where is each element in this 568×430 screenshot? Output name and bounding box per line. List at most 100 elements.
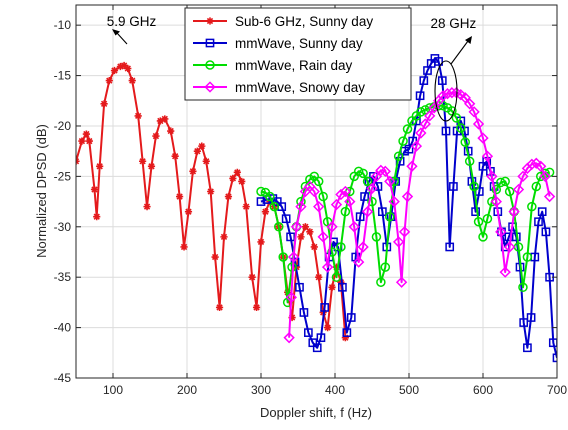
y-axis-label: Normalized DPSD (dB) [34, 124, 49, 258]
data-point [105, 77, 113, 85]
data-point [330, 198, 343, 211]
data-point [310, 243, 318, 251]
data-point [395, 276, 408, 288]
data-point [344, 195, 356, 208]
x-tick-label: 100 [103, 383, 123, 397]
data-point [380, 262, 391, 272]
data-point [156, 117, 164, 125]
data-point [336, 242, 346, 252]
data-point [522, 252, 533, 262]
data-point [198, 142, 206, 150]
data-point [477, 132, 489, 144]
data-point [278, 252, 288, 262]
data-point [398, 226, 411, 238]
data-point [376, 277, 386, 287]
data-point [320, 303, 329, 312]
data-point [207, 187, 215, 196]
data-point [527, 201, 537, 212]
x-tick-label: 200 [177, 383, 197, 397]
data-point [392, 236, 405, 248]
data-point [478, 232, 488, 242]
data-point [464, 98, 476, 110]
data-point [152, 132, 160, 140]
data-point [523, 343, 532, 353]
ticks: 100 200 300 400 500 600 700 -45 -40 -35 -30 -25 -20 -… [54, 5, 567, 397]
data-point [176, 192, 184, 201]
data-point [326, 221, 338, 233]
data-point [288, 313, 296, 322]
data-point [171, 152, 179, 160]
data-point [327, 247, 337, 257]
annotation-ellipse [434, 60, 458, 122]
data-point [143, 203, 151, 211]
data-point [139, 157, 147, 165]
data-point [110, 66, 119, 75]
data-point [471, 207, 480, 217]
data-point [331, 272, 342, 282]
data-point [441, 88, 454, 100]
x-tick-label: 600 [473, 383, 493, 397]
data-point [424, 110, 436, 122]
data-point [496, 177, 506, 188]
data-point [482, 156, 492, 166]
data-point [348, 221, 360, 233]
data-point [362, 176, 373, 187]
data-point [370, 170, 383, 183]
data-point [535, 160, 547, 172]
x-tick-label: 300 [251, 383, 271, 397]
data-point [124, 64, 132, 73]
data-point [434, 57, 443, 66]
series-layer [76, 54, 557, 363]
data-point [456, 123, 466, 133]
data-point [360, 192, 369, 201]
data-point [128, 77, 136, 85]
legend-label: mmWave, Sunny day [235, 36, 363, 51]
data-point [404, 144, 414, 154]
data-point [552, 353, 557, 363]
data-point [468, 106, 480, 118]
plot-frame [75, 4, 558, 379]
data-point [161, 115, 169, 123]
y-tick-label: -45 [54, 371, 72, 385]
data-point [378, 207, 387, 217]
data-point [215, 303, 224, 312]
data-point [96, 162, 104, 170]
data-point [290, 221, 303, 233]
legend-item: mmWave, Sunny day [193, 36, 363, 51]
data-point [366, 182, 378, 195]
legend-item: mmWave, Rain day [193, 58, 353, 73]
data-point [531, 181, 542, 192]
data-point [415, 127, 427, 139]
data-point [446, 87, 458, 99]
data-point [534, 217, 543, 227]
data-point [437, 76, 447, 85]
data-point [464, 156, 475, 167]
data-point [410, 140, 423, 152]
data-point [537, 207, 547, 217]
data-point [193, 147, 201, 155]
data-point [416, 107, 426, 117]
y-tick-label: -40 [54, 321, 72, 335]
data-point [290, 257, 300, 267]
x-axis-label: Doppler shift, f (Hz) [260, 405, 372, 420]
data-point [256, 197, 266, 206]
data-point [503, 241, 516, 253]
data-point [116, 62, 124, 71]
data-point [500, 176, 510, 187]
data-point [469, 181, 479, 192]
data-point [388, 195, 400, 208]
data-point [406, 160, 418, 172]
data-point [401, 190, 414, 203]
annotation-arrow-head [465, 36, 472, 44]
data-point [308, 185, 320, 198]
data-point [261, 208, 270, 216]
data-point [238, 177, 246, 186]
data-point [447, 106, 457, 116]
legend-marker [206, 17, 214, 25]
data-point [367, 196, 377, 207]
data-point [78, 137, 86, 145]
data-point [342, 328, 352, 337]
data-point [355, 212, 365, 222]
data-point [317, 231, 329, 243]
